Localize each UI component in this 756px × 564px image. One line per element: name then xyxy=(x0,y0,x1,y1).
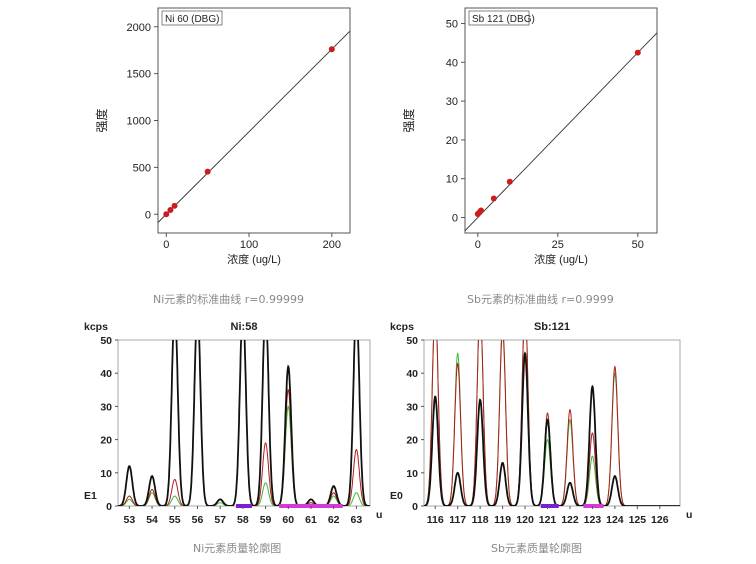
sb-xtick-label: 116 xyxy=(427,514,444,526)
sb-range-marker xyxy=(540,504,559,508)
ni-data-point xyxy=(163,211,170,218)
sb-xtick-label: 120 xyxy=(516,514,534,526)
ni-exponent-label: E1 xyxy=(84,490,97,502)
ni-xtick-label: 53 xyxy=(124,514,136,526)
ni-ytick-label: 30 xyxy=(100,401,112,413)
sb-calibration-caption: Sb元素的标准曲线 r=0.9999 xyxy=(467,293,614,306)
ni-xtick-label: 54 xyxy=(146,514,158,526)
sb-calibration-chart: Sb 121 (DBG) 0 10 20 30 40 50 0 25 50 浓度 (ug/L) 强度 xyxy=(401,7,658,266)
sb-xtick-label: 122 xyxy=(561,514,579,526)
ni-profile-caption: Ni元素质量轮廓图 xyxy=(193,542,282,555)
sb-xtick-label: 0 xyxy=(475,239,481,251)
ni-data-point xyxy=(171,202,178,209)
ni-plot-frame xyxy=(117,339,371,507)
ni-xtick-label: 61 xyxy=(305,514,317,526)
ni-ytick-label: 0 xyxy=(145,209,151,221)
ni-ytick-label: 2000 xyxy=(127,22,151,34)
ni-ytick-label: 0 xyxy=(106,501,112,513)
sb-xtick-label: 25 xyxy=(552,239,564,251)
sb-ytick-label: 30 xyxy=(446,96,458,108)
sb-xtick-label: 119 xyxy=(494,514,511,526)
ni-calibration-chart: Ni 60 (DBG) 0 500 1000 1500 2000 0 100 200 浓度 (ug… xyxy=(94,7,351,266)
sb-profile-chart: 0 10 20 30 40 50 116 117 118 119 120 121 122 123 124 12… xyxy=(390,321,692,526)
sb-data-point xyxy=(490,195,497,202)
sb-ytick-label: 40 xyxy=(406,368,418,380)
ni-xlabel: 浓度 (ug/L) xyxy=(227,252,281,266)
sb-xtick-label: 121 xyxy=(539,514,557,526)
ni-xtick-label: 62 xyxy=(328,514,340,526)
sb-unit-label: kcps xyxy=(390,321,414,333)
sb-ytick-label: 50 xyxy=(406,335,418,347)
sb-xtick-label: 124 xyxy=(606,514,624,526)
sb-xlabel: 浓度 (ug/L) xyxy=(534,252,588,266)
sb-traces xyxy=(424,340,680,506)
sb-ytick-label: 10 xyxy=(406,468,418,480)
ni-xtick-label: 57 xyxy=(214,514,226,526)
ni-title: Ni:58 xyxy=(231,321,258,333)
ni-xtick-label: 0 xyxy=(163,239,169,251)
sb-exponent-label: E0 xyxy=(390,490,403,502)
ni-ytick-label: 50 xyxy=(100,335,112,347)
ni-range-marker xyxy=(236,504,252,508)
sb-ytick-label: 40 xyxy=(446,57,458,69)
sb-ytick-label: 20 xyxy=(446,135,458,147)
sb-xtick-label: 123 xyxy=(584,514,602,526)
sb-plot-frame xyxy=(464,7,658,234)
sb-ytick-label: 50 xyxy=(446,19,458,31)
ni-plot-frame xyxy=(157,7,351,234)
sb-ylabel: 强度 xyxy=(401,108,416,132)
sb-ytick-label: 0 xyxy=(412,501,418,513)
ni-fit-line xyxy=(157,30,351,223)
sb-ytick-label: 0 xyxy=(452,212,458,224)
ni-ytick-label: 1500 xyxy=(127,69,151,81)
ni-profile-chart: 0 10 20 30 40 50 53 54 55 56 57 58 59 60 61 62 63 u kcps E1… xyxy=(84,321,382,526)
sb-range-marker xyxy=(583,504,604,508)
ni-xtick-label: 60 xyxy=(282,514,294,526)
sb-data-point xyxy=(506,178,513,185)
ni-ytick-label: 40 xyxy=(100,368,112,380)
ni-x-unit: u xyxy=(376,509,382,521)
sb-ytick-label: 30 xyxy=(406,401,418,413)
sb-black-trace xyxy=(424,351,680,506)
sb-title: Sb 121 (DBG) xyxy=(472,14,535,25)
ni-ytick-label: 10 xyxy=(100,468,112,480)
ni-xtick-label: 59 xyxy=(260,514,272,526)
ni-ytick-label: 20 xyxy=(100,435,112,447)
sb-xtick-label: 117 xyxy=(449,514,466,526)
sb-x-unit: u xyxy=(686,509,692,521)
sb-profile-caption: Sb元素质量轮廓图 xyxy=(491,542,582,555)
ni-xtick-label: 100 xyxy=(240,239,258,251)
ni-ytick-label: 1000 xyxy=(127,116,151,128)
ni-data-point xyxy=(167,207,174,214)
ni-black-trace xyxy=(118,340,370,506)
ni-ylabel: 强度 xyxy=(94,108,109,132)
ni-ytick-label: 500 xyxy=(133,162,151,174)
sb-xtick-label: 50 xyxy=(632,239,644,251)
ni-xtick-label: 56 xyxy=(192,514,204,526)
sb-ytick-label: 10 xyxy=(446,174,458,186)
sb-data-point xyxy=(634,49,641,56)
ni-calibration-caption: Ni元素的标准曲线 r=0.99999 xyxy=(153,293,305,306)
ni-xtick-label: 200 xyxy=(323,239,341,251)
sb-ytick-label: 20 xyxy=(406,435,418,447)
sb-xtick-label: 118 xyxy=(472,514,489,526)
ni-xtick-label: 55 xyxy=(169,514,181,526)
ni-title-box xyxy=(161,10,223,26)
sb-title-box xyxy=(468,10,530,26)
ni-data-point xyxy=(328,46,335,53)
ni-data-point xyxy=(204,168,211,175)
sb-title: Sb:121 xyxy=(534,321,570,333)
sb-fit-line xyxy=(464,32,658,231)
ni-unit-label: kcps xyxy=(84,321,108,333)
sb-xtick-label: 126 xyxy=(651,514,669,526)
ni-xtick-label: 63 xyxy=(351,514,363,526)
ni-xtick-label: 58 xyxy=(237,514,249,526)
sb-data-point xyxy=(478,207,484,214)
sb-xtick-label: 125 xyxy=(629,514,647,526)
ni-title: Ni 60 (DBG) xyxy=(165,14,219,25)
